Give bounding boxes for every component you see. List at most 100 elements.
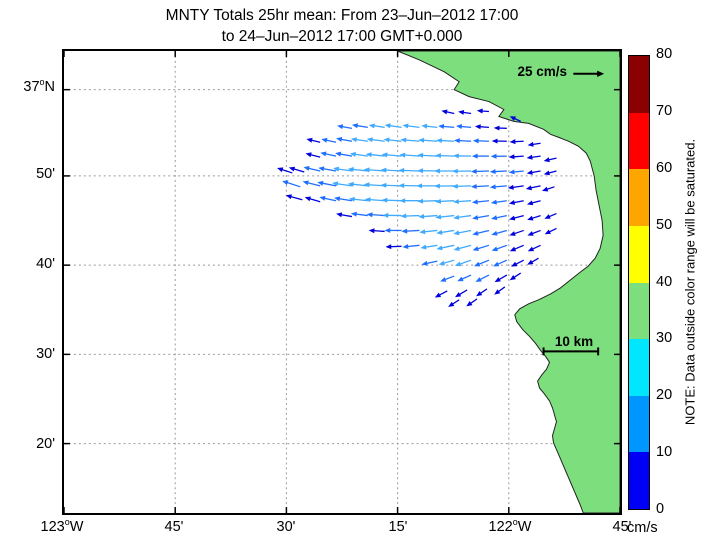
current-vector <box>368 228 385 234</box>
current-vector <box>527 244 541 252</box>
current-vector <box>526 169 541 175</box>
current-vector <box>382 212 402 218</box>
current-vector <box>435 153 455 159</box>
current-vector <box>318 166 337 172</box>
current-vector <box>383 137 402 143</box>
current-vector <box>436 229 455 235</box>
current-vector <box>509 214 524 221</box>
current-vector <box>304 196 321 203</box>
current-vector <box>384 227 402 233</box>
colorbar-segment <box>629 112 649 170</box>
current-vector <box>493 259 508 267</box>
current-vector <box>452 168 472 174</box>
y-tick-label: 40' <box>36 256 55 272</box>
current-vector <box>434 183 455 189</box>
current-vector <box>438 259 455 266</box>
current-vector <box>466 298 478 307</box>
colorbar-segment <box>629 395 649 453</box>
current-vector <box>401 228 420 234</box>
colorbar-segment <box>629 225 649 283</box>
y-tick-label: 50' <box>36 166 55 182</box>
current-vector <box>525 185 541 191</box>
figure-title-line2: to 24–Jun–2012 17:00 GMT+0.000 <box>221 28 463 45</box>
colorbar-tick-label: 0 <box>656 501 665 517</box>
colorbar-segment <box>629 339 649 396</box>
current-vector <box>277 167 293 174</box>
current-vector <box>366 137 385 143</box>
x-tick-label: 45' <box>164 519 184 535</box>
current-vector <box>458 109 472 115</box>
colorbar <box>628 55 650 510</box>
current-vector <box>452 183 472 189</box>
current-vector <box>453 244 472 251</box>
current-vector <box>493 125 507 131</box>
current-vector <box>434 290 448 298</box>
current-vector <box>474 124 489 130</box>
plot-area: 25 cm/s 10 km <box>62 49 622 515</box>
current-vector <box>421 260 438 266</box>
current-vector <box>457 274 472 282</box>
current-vector <box>336 212 353 218</box>
current-vector <box>305 152 321 158</box>
current-vector <box>491 214 507 221</box>
current-vector <box>509 229 524 236</box>
current-vector <box>508 154 524 160</box>
current-vector <box>435 198 455 204</box>
land-polygon <box>397 51 620 513</box>
current-vector <box>334 196 353 202</box>
current-vector <box>526 200 541 206</box>
current-vector <box>385 244 402 250</box>
current-vector <box>470 184 489 189</box>
colorbar-segment <box>629 56 649 113</box>
current-vector <box>333 166 353 172</box>
current-vector <box>380 182 402 188</box>
current-vector <box>306 137 321 143</box>
current-vector <box>434 168 455 174</box>
current-vector <box>337 124 353 130</box>
current-vector <box>349 151 368 157</box>
current-vector <box>542 186 555 192</box>
current-vector <box>544 212 557 219</box>
y-tick-label: 37oN <box>23 77 55 95</box>
current-vector <box>320 151 337 157</box>
current-vector <box>543 157 557 163</box>
current-vector <box>303 166 321 172</box>
colorbar-tick-label: 30 <box>656 330 673 347</box>
current-vector <box>475 274 490 282</box>
colorbar-tick-label: 60 <box>656 159 673 176</box>
current-vector <box>420 244 438 250</box>
current-vector <box>527 257 539 265</box>
colorbar-tick-label: 20 <box>656 387 673 404</box>
current-vector <box>472 214 490 220</box>
current-vector <box>441 109 455 115</box>
colorbar-note: NOTE: Data outside color range will be s… <box>682 138 698 426</box>
current-vector <box>509 139 524 145</box>
current-vector <box>435 214 455 220</box>
current-vector <box>440 275 455 282</box>
current-vector <box>490 199 507 205</box>
current-vector <box>288 166 305 173</box>
current-vector <box>491 138 507 144</box>
current-vector <box>509 116 521 122</box>
colorbar-tick-label: 40 <box>656 273 673 290</box>
current-vector <box>453 153 472 159</box>
x-tick-label: 123oW <box>40 517 84 535</box>
current-vector <box>335 151 353 157</box>
current-vector <box>494 286 506 295</box>
current-vector <box>366 212 385 218</box>
current-vector <box>509 244 524 252</box>
current-vector <box>402 123 420 129</box>
current-vector <box>489 169 507 175</box>
current-vector <box>347 181 368 187</box>
current-vector <box>399 198 420 204</box>
colorbar-segment <box>629 282 649 340</box>
current-vector <box>317 180 337 187</box>
current-vector <box>454 138 472 144</box>
current-vector <box>455 289 468 298</box>
current-vector <box>453 199 472 205</box>
y-tick-label: 30' <box>36 346 55 362</box>
colorbar-segment <box>629 169 649 226</box>
current-vector <box>471 199 490 205</box>
current-vector <box>507 184 524 190</box>
